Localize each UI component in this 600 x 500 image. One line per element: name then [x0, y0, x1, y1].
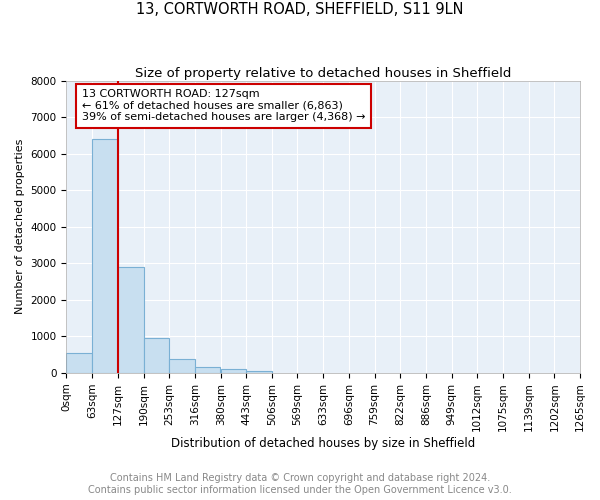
Bar — [92, 139, 118, 373]
Text: 13, CORTWORTH ROAD, SHEFFIELD, S11 9LN: 13, CORTWORTH ROAD, SHEFFIELD, S11 9LN — [136, 2, 464, 18]
Bar — [246, 371, 272, 373]
Text: 13 CORTWORTH ROAD: 127sqm
← 61% of detached houses are smaller (6,863)
39% of se: 13 CORTWORTH ROAD: 127sqm ← 61% of detac… — [82, 90, 365, 122]
Bar — [195, 367, 220, 373]
Bar — [67, 353, 92, 373]
Y-axis label: Number of detached properties: Number of detached properties — [15, 139, 25, 314]
X-axis label: Distribution of detached houses by size in Sheffield: Distribution of detached houses by size … — [171, 437, 475, 450]
Bar — [143, 338, 169, 373]
Text: Contains HM Land Registry data © Crown copyright and database right 2024.
Contai: Contains HM Land Registry data © Crown c… — [88, 474, 512, 495]
Bar — [221, 370, 246, 373]
Bar — [118, 267, 143, 373]
Title: Size of property relative to detached houses in Sheffield: Size of property relative to detached ho… — [135, 68, 511, 80]
Bar — [169, 359, 195, 373]
